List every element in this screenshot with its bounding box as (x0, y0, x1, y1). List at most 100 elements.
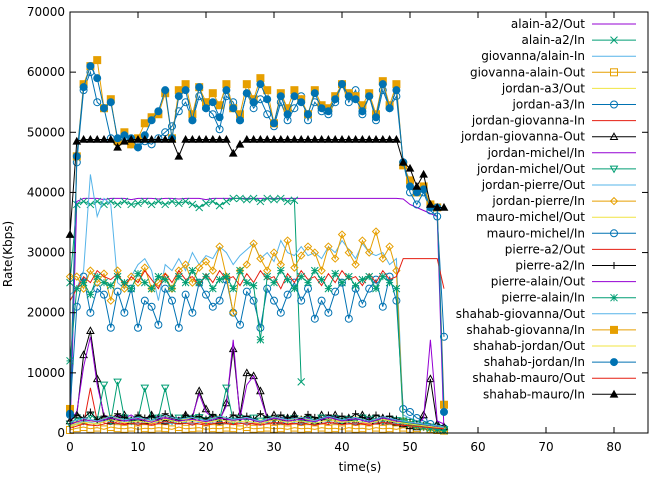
legend-entry: jordan-pierre/Out (481, 178, 636, 192)
data-point (120, 284, 129, 293)
data-point (412, 421, 421, 430)
data-point (174, 151, 184, 160)
data-point (358, 134, 367, 143)
legend-label: shahab-jordan/In (484, 355, 585, 369)
data-point (242, 278, 251, 287)
data-point (114, 410, 122, 418)
data-point (249, 371, 258, 380)
legend-label: jordan-giovanna-In (471, 114, 585, 128)
data-point (229, 104, 238, 113)
data-point (344, 92, 353, 101)
legend-label: mauro-michel/Out (476, 210, 585, 224)
data-point (195, 278, 204, 287)
data-point (161, 275, 170, 284)
data-point (440, 407, 448, 416)
data-point (440, 426, 448, 435)
data-point (277, 411, 285, 419)
data-point (209, 410, 217, 418)
data-point (426, 424, 435, 433)
data-point (113, 272, 122, 281)
legend-entry: giovanna-alain-Out (470, 65, 636, 79)
legend-entry: shahab-giovanna/Out (456, 307, 636, 321)
data-point (290, 92, 299, 101)
legend-label: pierre-alain/In (501, 291, 585, 305)
legend-entry: jordan-michel/Out (476, 162, 636, 176)
legend-entry: jordan-michel/In (487, 146, 636, 160)
data-point (86, 408, 94, 416)
data-point (79, 278, 88, 287)
data-point (140, 119, 149, 128)
legend-label: mauro-michel/In (487, 226, 585, 240)
data-point (182, 411, 190, 419)
data-point (263, 284, 272, 293)
data-point (290, 284, 299, 293)
legend-marker (610, 68, 618, 77)
data-point (242, 195, 251, 204)
data-point (324, 242, 333, 251)
plot-frame (69, 11, 649, 434)
data-point (378, 134, 388, 143)
data-point (297, 272, 306, 281)
series-8 (69, 336, 445, 427)
data-point (174, 92, 183, 101)
series-22 (69, 421, 445, 430)
data-point (208, 98, 217, 107)
y-tick-label: 10000 (27, 366, 65, 380)
data-point (215, 296, 224, 305)
data-point (378, 272, 387, 281)
data-point (270, 278, 278, 287)
data-point (317, 134, 326, 143)
data-point (371, 134, 381, 143)
series-18 (69, 415, 445, 428)
data-point (283, 275, 292, 284)
series-5 (66, 272, 448, 433)
data-point (256, 323, 265, 332)
data-point (194, 134, 204, 143)
data-point (269, 248, 279, 257)
data-point (338, 412, 346, 420)
data-point (371, 227, 381, 236)
data-point (331, 269, 340, 278)
data-point (330, 134, 340, 143)
data-point (352, 410, 360, 418)
series-11 (65, 227, 449, 435)
data-point (154, 134, 163, 143)
data-point (106, 281, 115, 290)
legend-entry: shahab-mauro/In (483, 387, 636, 401)
y-tick-label: 60000 (27, 65, 65, 79)
data-point (106, 134, 116, 143)
series-20 (69, 418, 445, 429)
x-tick-label: 30 (266, 440, 281, 454)
legend-label: giovanna/alain-In (481, 49, 585, 63)
legend-entry: alain-a2/In (522, 33, 636, 47)
data-point (215, 125, 224, 134)
legend-entry: pierre-a2/Out (505, 242, 636, 256)
data-point (188, 134, 197, 143)
data-point (188, 308, 197, 317)
data-point (270, 296, 278, 305)
legend-label: pierre-alain/Out (491, 275, 586, 289)
legend-entry: shahab-giovanna/In (466, 323, 636, 337)
data-point (168, 197, 176, 206)
data-point (140, 278, 149, 287)
data-point (249, 296, 258, 305)
series-23 (65, 134, 449, 238)
data-point (208, 110, 217, 119)
data-point (93, 272, 102, 281)
data-point (236, 194, 244, 203)
data-point (113, 287, 122, 296)
legend-label: jordan-pierre/Out (481, 178, 586, 192)
data-point (263, 95, 272, 104)
data-point (113, 142, 122, 151)
data-point (106, 197, 115, 206)
data-point (317, 275, 326, 284)
data-point (364, 248, 374, 257)
data-point (208, 302, 217, 311)
series-line (69, 418, 445, 429)
data-point (303, 134, 313, 143)
series-line (69, 421, 445, 430)
x-axis-label: time(s) (339, 460, 382, 474)
data-point (304, 410, 312, 418)
legend-marker (609, 389, 619, 398)
data-point (263, 110, 272, 119)
